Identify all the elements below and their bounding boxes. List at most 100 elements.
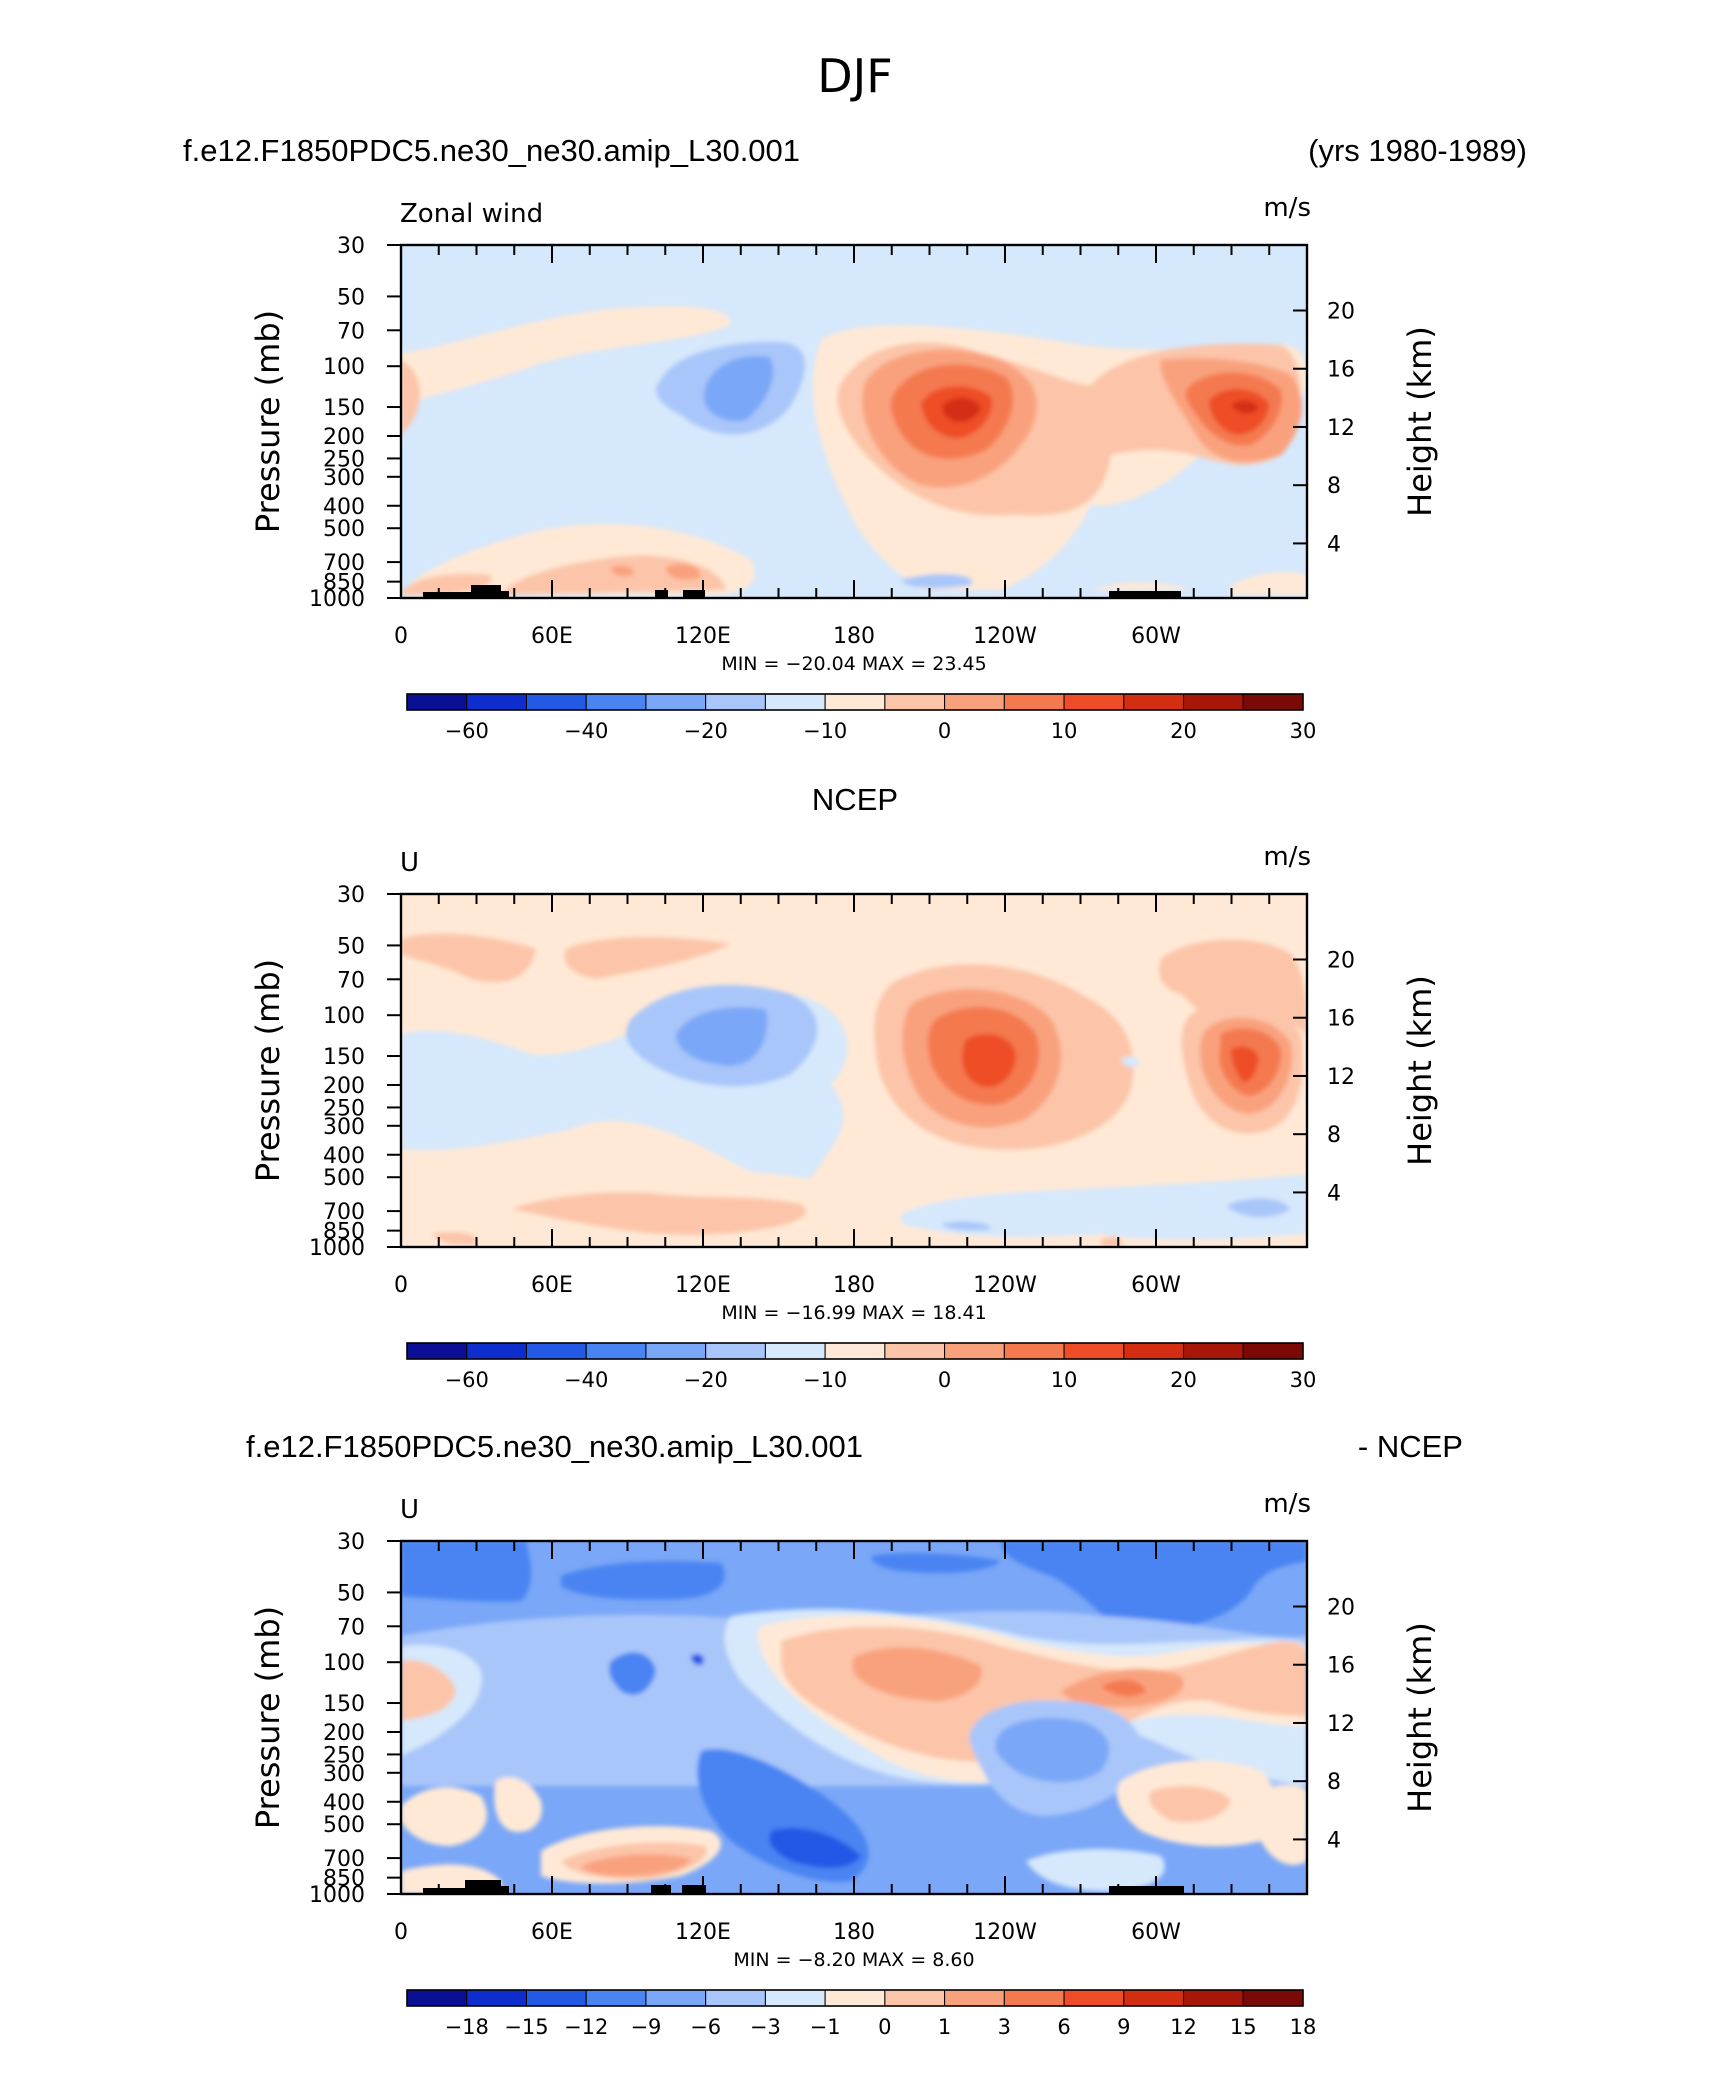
obs-ytick-label: 250	[323, 1096, 365, 1121]
obs-colorbar-box	[884, 1342, 946, 1360]
diff-xtick-label: 60E	[531, 1920, 573, 1945]
model-colorbar-box	[824, 693, 886, 711]
panel-model: f.e12.F1850PDC5.ne30_ne30.amip_L30.001 (…	[183, 133, 1527, 743]
model-colorbar-label: 10	[1051, 719, 1078, 743]
diff-colorbar-box	[1123, 1989, 1185, 2007]
obs-colorbar-box	[1183, 1342, 1244, 1360]
obs-colorbar-box	[1063, 1342, 1125, 1360]
model-stats: MIN = −20.04 MAX = 23.45	[721, 653, 986, 675]
diff-colorbar-box	[1242, 1989, 1304, 2007]
model-colorbar-label: −10	[803, 719, 847, 743]
obs-ytick-label: 500	[323, 1166, 365, 1191]
diff-ytick-label: 850	[323, 1867, 365, 1892]
obs-ytick-right-label: 20	[1327, 949, 1355, 974]
model-colorbar-box	[525, 693, 587, 711]
diff-ylabel-right: Height (km)	[1401, 1622, 1439, 1813]
model-colorbar-box	[406, 693, 468, 711]
obs-colorbar-label: 30	[1290, 1368, 1317, 1392]
obs-ytick-label: 1000	[309, 1236, 365, 1261]
obs-xtick-label: 0	[394, 1273, 408, 1298]
obs-colorbar-box	[1003, 1342, 1065, 1360]
model-colorbar-box	[1123, 693, 1185, 711]
model-xtick-label: 0	[394, 624, 408, 649]
panel-model-units: m/s	[1263, 193, 1311, 223]
model-colorbar-box	[944, 693, 1005, 711]
obs-ylabel: Pressure (mb)	[249, 959, 287, 1182]
panel-model-header-left: f.e12.F1850PDC5.ne30_ne30.amip_L30.001	[183, 133, 800, 168]
panel-obs: NCEP U m/s	[249, 782, 1439, 1392]
model-ytick-right-label: 4	[1327, 532, 1341, 557]
model-ytick-label: 30	[337, 234, 365, 259]
obs-ytick-label: 70	[337, 968, 365, 993]
diff-colorbar-box	[884, 1989, 946, 2007]
diff-ytick-label: 30	[337, 1530, 365, 1555]
diff-colorbar-label: −9	[630, 2015, 661, 2039]
panel-diff-header-right: - NCEP	[1358, 1429, 1463, 1464]
diff-colorbar-box	[1063, 1989, 1125, 2007]
diff-colorbar-label: −15	[504, 2015, 548, 2039]
model-colorbar-box	[585, 693, 647, 711]
model-ytick-label: 700	[323, 551, 365, 576]
obs-ytick-label: 150	[323, 1045, 365, 1070]
diff-colorbar-box	[1003, 1989, 1065, 2007]
diff-ytick-label: 250	[323, 1743, 365, 1768]
model-ytick-label: 500	[323, 517, 365, 542]
obs-xtick-label: 120W	[973, 1273, 1037, 1298]
diff-ytick-right-label: 4	[1327, 1828, 1341, 1853]
diff-colorbar-label: 6	[1057, 2015, 1070, 2039]
panel-obs-variable: U	[400, 848, 419, 878]
diff-colorbar-label: 0	[878, 2015, 891, 2039]
diff-xtick-label: 120E	[675, 1920, 731, 1945]
diff-colorbar-label: −12	[564, 2015, 608, 2039]
panel-diff-units: m/s	[1263, 1489, 1311, 1519]
diff-ylabel: Pressure (mb)	[249, 1606, 287, 1829]
diff-colorbar-box	[525, 1989, 587, 2007]
diff-ytick-label: 300	[323, 1762, 365, 1787]
diff-ytick-label: 700	[323, 1847, 365, 1872]
diff-colorbar-box	[406, 1989, 468, 2007]
model-colorbar-box	[884, 693, 946, 711]
model-colorbar-box	[1003, 693, 1065, 711]
obs-ytick-label: 30	[337, 883, 365, 908]
model-xtick-label: 180	[833, 624, 875, 649]
model-ytick-label: 300	[323, 466, 365, 491]
panel-obs-units: m/s	[1263, 842, 1311, 872]
diff-ytick-label: 150	[323, 1692, 365, 1717]
obs-colorbar-box	[525, 1342, 587, 1360]
obs-ytick-label: 300	[323, 1115, 365, 1140]
model-colorbar-frame	[406, 693, 1304, 711]
model-colorbar-label: 20	[1170, 719, 1197, 743]
model-colorbar-label: 0	[938, 719, 951, 743]
diff-ytick-label: 400	[323, 1791, 365, 1816]
obs-colorbar-box	[645, 1342, 707, 1360]
model-xtick-label: 60E	[531, 624, 573, 649]
diff-colorbar-box	[705, 1989, 766, 2007]
diff-ytick-right-label: 20	[1327, 1596, 1355, 1621]
obs-ytick-label: 850	[323, 1220, 365, 1245]
model-colorbar-box	[705, 693, 766, 711]
obs-colorbar-label: −10	[803, 1368, 847, 1392]
model-colorbar-label: 30	[1290, 719, 1317, 743]
panel-obs-field	[401, 894, 1307, 1247]
model-colorbar: −60 −40 −20 −10 0 10 20 30	[406, 693, 1317, 743]
obs-ytick-right-label: 16	[1327, 1007, 1355, 1032]
model-colorbar-box	[764, 693, 826, 711]
panel-model-field	[401, 245, 1307, 598]
model-ylabel: Pressure (mb)	[249, 310, 287, 533]
obs-ytick-right-label: 12	[1327, 1065, 1355, 1090]
figure-title: DJF	[817, 49, 892, 103]
model-colorbar-label: −40	[564, 719, 608, 743]
diff-stats: MIN = −8.20 MAX = 8.60	[733, 1949, 974, 1971]
obs-colorbar-box	[764, 1342, 826, 1360]
obs-colorbar-box	[585, 1342, 647, 1360]
obs-colorbar-box	[1242, 1342, 1304, 1360]
panel-model-header-right: (yrs 1980-1989)	[1308, 133, 1527, 168]
obs-ytick-right-label: 8	[1327, 1123, 1341, 1148]
model-ytick-right-label: 8	[1327, 474, 1341, 499]
diff-colorbar-label: 12	[1170, 2015, 1197, 2039]
obs-ytick-label: 100	[323, 1004, 365, 1029]
obs-stats: MIN = −16.99 MAX = 18.41	[721, 1302, 986, 1324]
obs-colorbar-box	[824, 1342, 886, 1360]
obs-colorbar-frame	[406, 1342, 1304, 1360]
